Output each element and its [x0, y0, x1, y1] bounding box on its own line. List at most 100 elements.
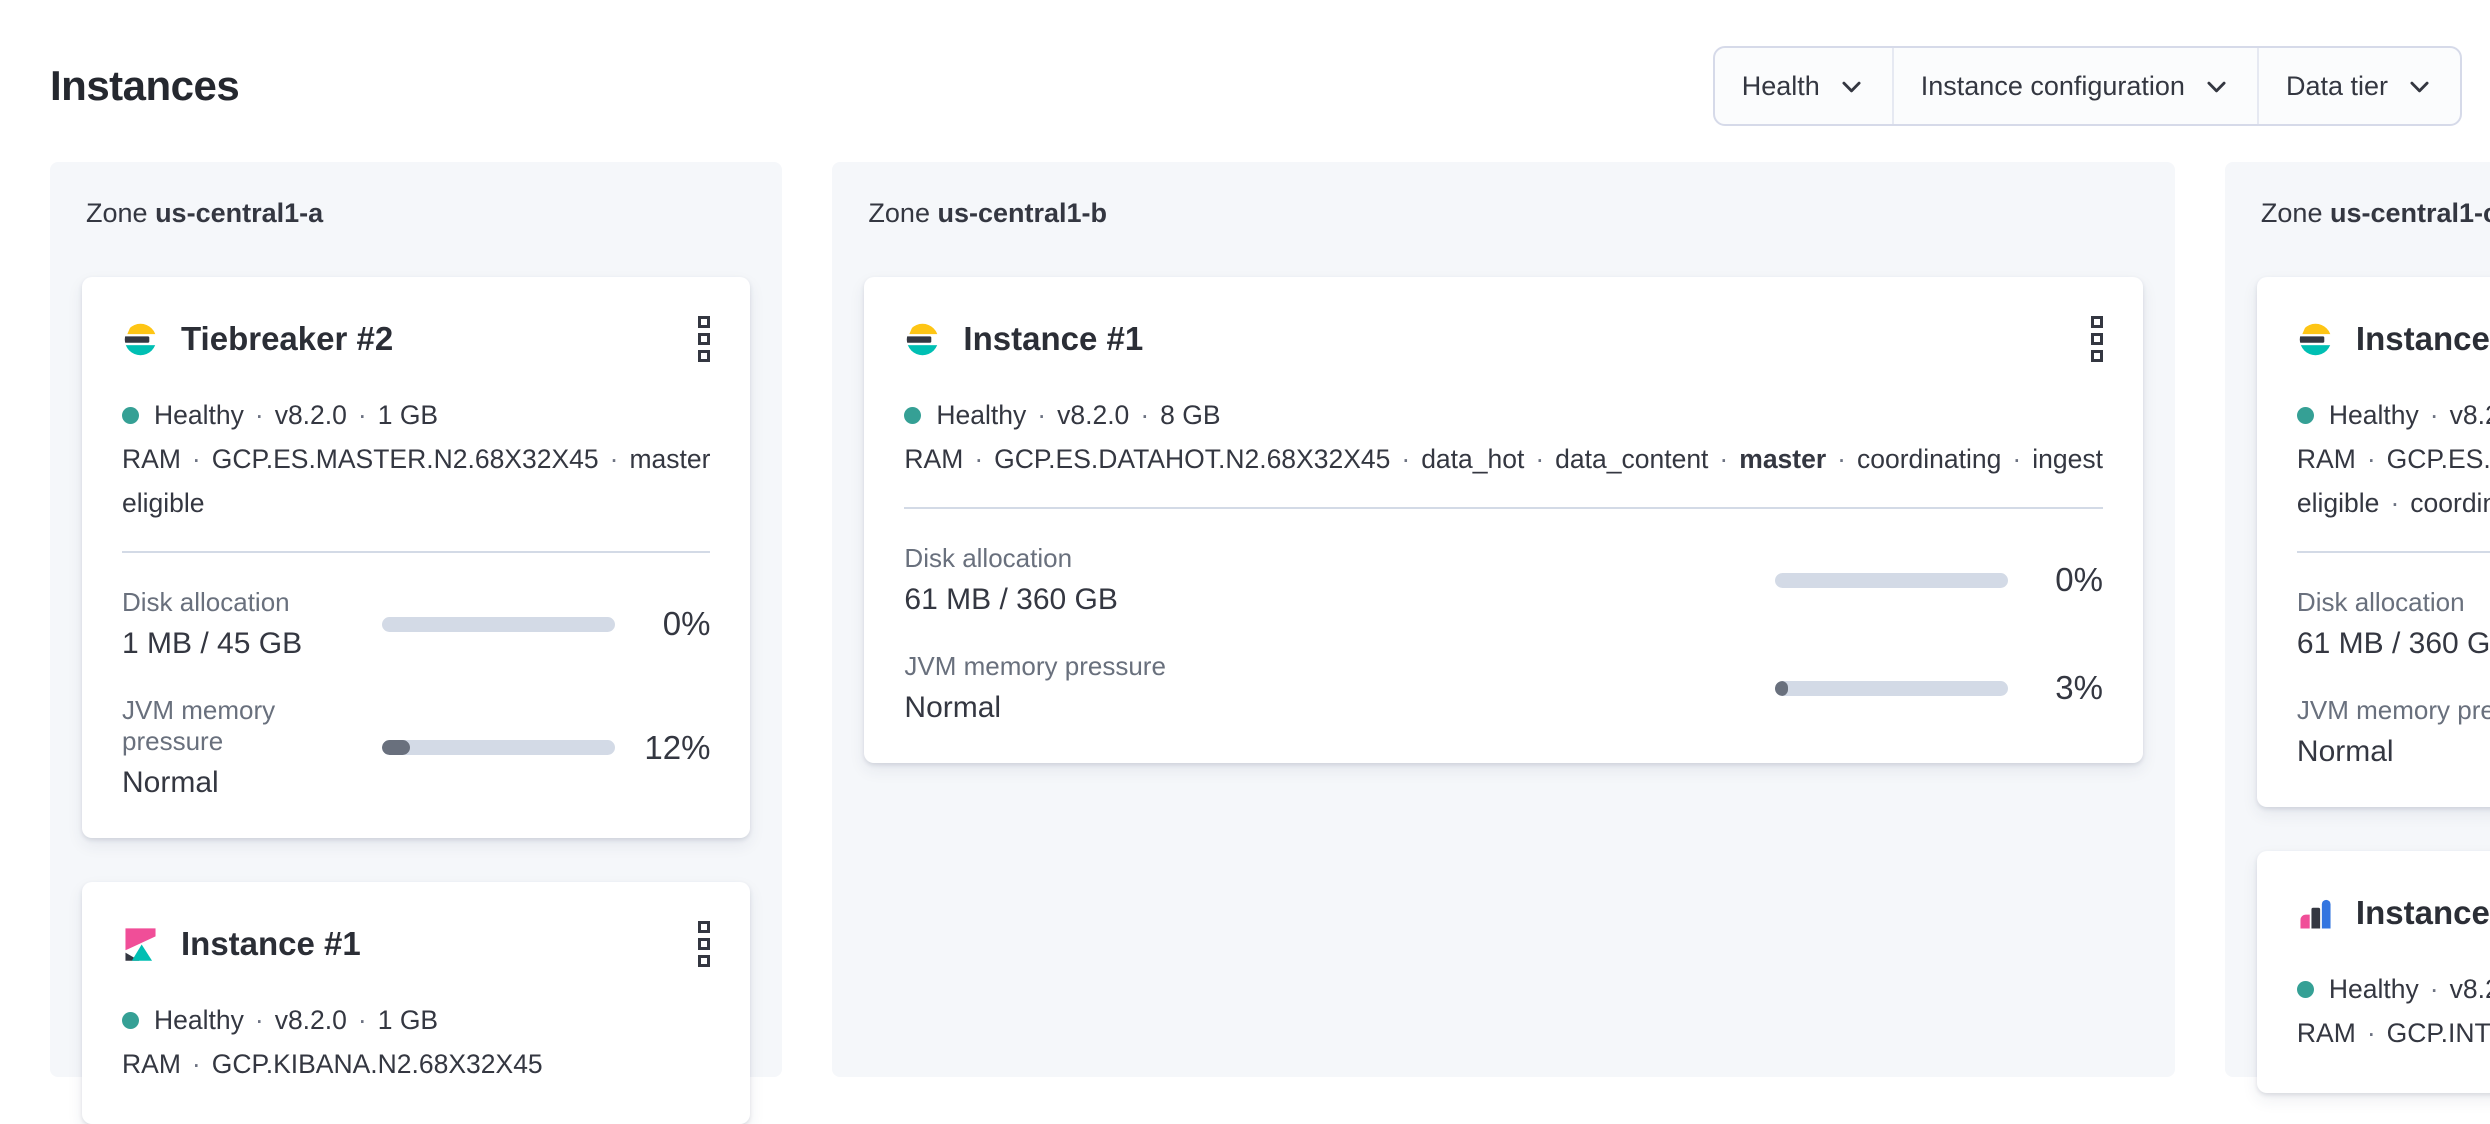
meta-separator: ·: [2429, 400, 2439, 430]
elasticsearch-logo-icon: [124, 323, 157, 355]
instance-card: Instance #0 Healthy·v8.2.0·1 GB RAM·GCP.…: [2256, 851, 2490, 1093]
stat-row-jvm-memory-pressure: JVM memory pressure Normal 12%: [122, 695, 710, 800]
meta-separator: ·: [1037, 400, 1047, 430]
meta-separator: ·: [191, 1049, 201, 1079]
zone-cards: Tiebreaker #2 Healthy · v8.2.0 · 1 GB RAM · GC…: [82, 277, 751, 1124]
stat-text: JVM memory pressure Normal: [904, 651, 1775, 725]
filter-button-instance-configuration[interactable]: Instance configuration: [1894, 48, 2259, 124]
meta-separator: ·: [974, 444, 984, 474]
page-title: Instances: [50, 62, 240, 109]
meta-separator: ·: [2012, 444, 2022, 474]
stat-row-jvm-memory-pressure: JVM memory pressure Normal 2%: [2297, 695, 2490, 769]
stat-label: Disk allocation: [2296, 587, 2465, 617]
stat-text: JVM memory pressure Normal: [122, 695, 382, 800]
card-header: Instance #0: [2297, 881, 2490, 945]
filter-button-data-tier[interactable]: Data tier: [2259, 48, 2460, 124]
instance-menu-button[interactable]: [2083, 307, 2111, 371]
meta-separator: ·: [1719, 444, 1729, 474]
card-header: Tiebreaker #2: [122, 307, 711, 371]
meta-item: GCP.ES.MASTER.N2.68X32X45: [211, 444, 599, 474]
meta-separator: ·: [1535, 444, 1545, 474]
meta-item: master: [1739, 444, 1827, 474]
meta-item: Healthy: [2328, 400, 2419, 430]
stat-row-disk-allocation: Disk allocation 61 MB / 360 GB 0%: [2297, 587, 2490, 661]
card-header: Instance #0: [2297, 307, 2490, 371]
meta-item: data_content: [1555, 444, 1709, 474]
chevron-down-icon: [1842, 81, 1861, 92]
zone-name: us-central1-b: [937, 198, 1108, 228]
instance-card: Tiebreaker #2 Healthy · v8.2.0 · 1 GB RAM · GC…: [82, 277, 751, 838]
progress-bar: [382, 740, 616, 755]
zone-label-prefix: Zone: [868, 198, 930, 228]
meta-item: master eligible: [122, 444, 711, 518]
stat-value: Normal: [2296, 735, 2394, 768]
stat-value: Normal: [122, 766, 219, 799]
zone-panel-us-central1-c: Zone us-central1-c Instance #0 Healthy · v…: [2224, 162, 2490, 1093]
zone-label-prefix: Zone: [2260, 198, 2323, 228]
meta-separator: ·: [254, 1005, 264, 1035]
meta-item: GCP.INTEGRATIONSSERVER.N2.68X32X45: [2386, 1018, 2490, 1048]
stat-row-disk-allocation: Disk allocation 1 MB / 45 GB 0%: [122, 587, 710, 661]
meta-separator: ·: [1140, 400, 1150, 430]
health-dot-icon: [122, 1012, 139, 1029]
instance-card: Instance #1 Healthy · v8.2.0 · 8 GB RAM · GCP.…: [864, 277, 2143, 763]
elasticsearch-logo-icon: [907, 323, 939, 355]
stat-label: JVM memory pressure: [122, 695, 276, 756]
meta-item: coordinating: [1857, 444, 2002, 474]
filter-label: Instance configuration: [1920, 70, 2185, 101]
instance-card: Instance #1 Healthy · v8.2.0 · 1 GB RAM · GCP.…: [82, 882, 751, 1124]
stat-text: Disk allocation 1 MB / 45 GB: [122, 587, 382, 661]
meta-item: coordinating: [2410, 488, 2490, 518]
meta-item: 1 GB RAM: [122, 1005, 439, 1079]
progress-bar: [1774, 680, 2008, 696]
filter-button-health[interactable]: Health: [1715, 48, 1894, 124]
progress-bar: [382, 616, 616, 632]
boxes-vertical-icon: [698, 316, 711, 328]
card-divider: [2296, 551, 2490, 553]
meta-separator: ·: [609, 444, 619, 474]
health-dot-icon: [904, 407, 922, 424]
meta-separator: ·: [357, 400, 367, 430]
meta-item: v8.2.0: [2449, 400, 2490, 430]
instance-menu-button[interactable]: [690, 912, 718, 976]
meta-item: 1 GB RAM: [2296, 1018, 2356, 1048]
health-dot-icon: [122, 407, 139, 424]
meta-separator: ·: [2390, 488, 2400, 518]
stat-percent: 0%: [662, 605, 711, 642]
meta-item: 8 GB RAM: [2296, 444, 2356, 474]
meta-item: Healthy: [154, 400, 244, 430]
instance-menu-button[interactable]: [690, 307, 718, 371]
card-header: Instance #1: [904, 307, 2103, 371]
stat-value: 61 MB / 360 GB: [2296, 627, 2490, 660]
boxes-vertical-icon: [2090, 316, 2103, 328]
zone-label: Zone us-central1-a: [86, 198, 750, 229]
meta-separator: ·: [1401, 444, 1411, 474]
stat-text: Disk allocation 61 MB / 360 GB: [2297, 587, 2490, 661]
filter-label: Data tier: [2285, 70, 2388, 101]
meta-item: Healthy: [936, 400, 1027, 430]
meta-item: 1 GB RAM: [122, 400, 439, 474]
boxes-vertical-icon: [698, 921, 711, 933]
stat-label: JVM memory pressure: [2296, 695, 2490, 725]
card-divider: [904, 507, 2103, 509]
meta-separator: ·: [2366, 444, 2376, 474]
zone-cards: Instance #0 Healthy · v8.2.0 · 8 GB RAM · GCP.…: [2256, 277, 2490, 1093]
zone-panel-us-central1-a: Zone us-central1-a Tiebreaker #2 Healthy…: [50, 162, 783, 1124]
chevron-down-icon: [2207, 81, 2226, 92]
meta-item: ingest: [2032, 444, 2103, 474]
instance-title: Tiebreaker #2: [181, 320, 394, 357]
zone-label: Zone us-central1-b: [868, 198, 2143, 229]
zone-label-prefix: Zone: [86, 198, 148, 228]
filter-label: Health: [1741, 70, 1820, 101]
progress-fill: [1774, 680, 1788, 696]
meta-separator: ·: [2366, 1018, 2376, 1048]
meta-item: data_hot: [1421, 444, 1525, 474]
stat-value: 61 MB / 360 GB: [904, 583, 1118, 616]
health-dot-icon: [2296, 407, 2314, 424]
stat-value: 1 MB / 45 GB: [122, 627, 303, 660]
meta-separator: ·: [254, 400, 264, 430]
integrations-server-logo-icon: [2300, 899, 2331, 929]
meta-item: v8.2.0: [2449, 974, 2490, 1004]
zone-name: us-central1-c: [2329, 198, 2490, 228]
progress-bar: [1774, 572, 2008, 588]
